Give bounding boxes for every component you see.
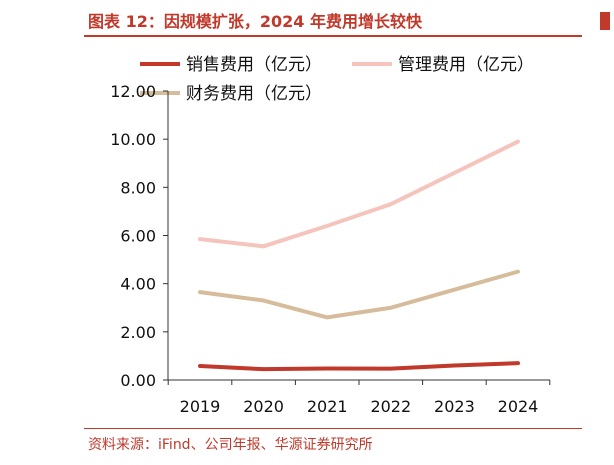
legend: 销售费用（亿元） 管理费用（亿元） 财务费用（亿元） [140,55,534,104]
legend-label-0: 销售费用（亿元） [186,55,322,75]
x-tick-label: 2023 [434,397,475,416]
x-tick-label: 2021 [307,397,348,416]
y-tick-label: 8.00 [120,178,156,197]
legend-label-2: 财务费用（亿元） [186,84,322,104]
series-line-2 [198,269,520,320]
series-line-0 [198,361,520,372]
series-line-1 [198,139,520,249]
adjacent-figure-edge [600,12,610,30]
chart-title: 图表 12：因规模扩张，2024 年费用增长较快 [88,12,422,31]
y-tick-label: 2.00 [120,323,156,342]
y-tick-label: 6.00 [120,227,156,246]
x-tick-label: 2022 [370,397,411,416]
x-tick-label: 2020 [243,397,284,416]
series-lines [198,139,520,372]
y-tick-label: 4.00 [120,275,156,294]
x-tick-label: 2019 [180,397,221,416]
legend-label-1: 管理费用（亿元） [398,55,534,75]
y-tick-label: 12.00 [110,82,156,101]
source-rule [84,428,582,429]
y-tick-label: 0.00 [120,371,156,390]
y-tick-label: 10.00 [110,130,156,149]
source-note: 资料来源：iFind、公司年报、华源证券研究所 [88,437,373,453]
x-tick-label: 2024 [498,397,539,416]
title-rule [84,35,582,37]
axes: 0.00 2.00 4.00 6.00 8.00 10.00 12.00 2019 2020 20… [110,82,551,416]
